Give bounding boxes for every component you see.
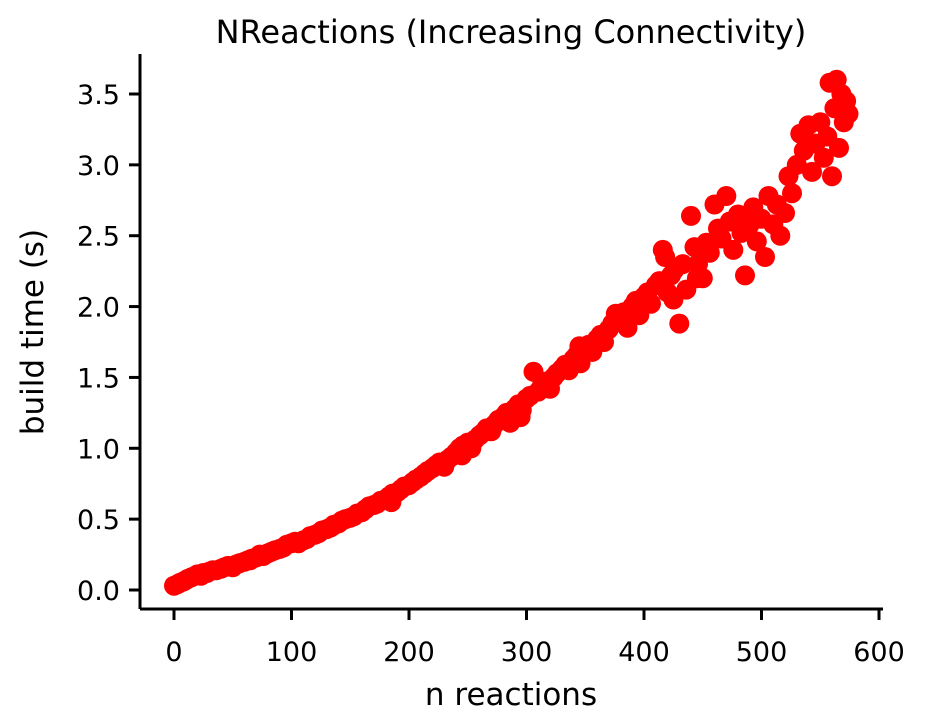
data-point	[822, 166, 842, 187]
x-tick-label: 600	[853, 637, 905, 668]
data-point	[838, 103, 859, 124]
chart-title: NReactions (Increasing Connectivity)	[216, 13, 807, 51]
data-point	[322, 516, 343, 537]
data-point	[770, 225, 791, 246]
data-point	[699, 242, 720, 263]
data-points	[164, 69, 859, 596]
data-point	[617, 317, 638, 338]
data-point	[716, 186, 737, 206]
y-tick-label: 1.0	[77, 434, 120, 465]
y-tick-label: 0.5	[77, 505, 120, 536]
y-axis-label: build time (s)	[15, 229, 51, 435]
data-point	[802, 161, 822, 182]
x-tick-label: 500	[736, 637, 788, 668]
data-point	[381, 492, 402, 513]
y-axis-ticks: 0.0 0.5 1.0 1.5 2.0 2.5 3.0 3.5	[77, 80, 140, 607]
data-point	[813, 147, 834, 168]
data-point	[782, 183, 802, 204]
data-point	[681, 205, 701, 226]
x-axis-label: n reactions	[425, 677, 597, 713]
y-tick-label: 3.5	[77, 80, 120, 111]
data-point	[628, 299, 649, 320]
x-tick-label: 200	[383, 637, 435, 668]
data-point	[829, 137, 849, 158]
x-axis-ticks: 0 100 200 300 400 500 600	[165, 609, 905, 668]
data-point	[686, 268, 707, 289]
x-tick-label: 0	[165, 637, 182, 668]
y-tick-label: 2.5	[77, 222, 120, 253]
data-point	[510, 407, 531, 428]
data-point	[663, 289, 684, 310]
data-point	[451, 445, 472, 466]
y-tick-label: 2.0	[77, 293, 120, 324]
data-point	[569, 336, 590, 357]
y-tick-label: 3.0	[77, 151, 120, 182]
x-tick-label: 400	[618, 637, 670, 668]
data-point	[735, 265, 755, 286]
data-point	[669, 313, 690, 334]
data-point	[240, 550, 261, 571]
data-point	[723, 239, 744, 260]
x-tick-label: 300	[501, 637, 553, 668]
y-tick-label: 0.0	[77, 576, 120, 607]
data-point	[672, 254, 693, 275]
data-point	[775, 203, 795, 223]
data-point	[755, 247, 775, 267]
y-tick-label: 1.5	[77, 363, 120, 394]
x-tick-label: 100	[266, 637, 318, 668]
data-point	[746, 231, 767, 252]
